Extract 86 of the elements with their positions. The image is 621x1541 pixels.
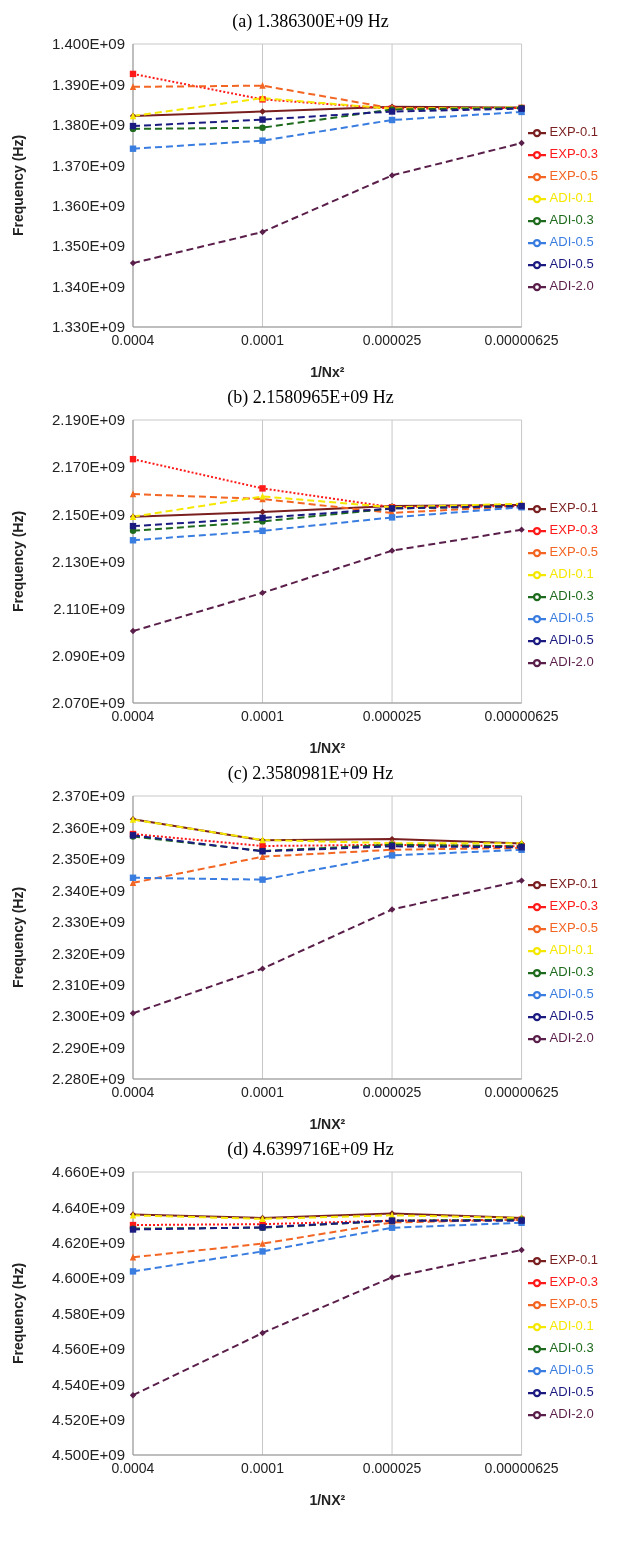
x-tick-label: 0.000025 <box>362 1083 422 1100</box>
y-tick-label: 1.350E+09 <box>52 237 125 255</box>
chart-title: (a) 1.386300E+09 Hz <box>231 10 390 33</box>
y-tick-label: 4.520E+09 <box>52 1410 125 1428</box>
y-tick-label: 1.360E+09 <box>52 197 125 215</box>
y-tick-label: 1.340E+09 <box>52 277 125 295</box>
legend-label: EXP-0.1 <box>549 500 598 515</box>
y-tick-label: 2.310E+09 <box>52 975 125 993</box>
x-axis-title: 1/NX² <box>309 1116 346 1132</box>
legend-label: ADI-0.1 <box>549 942 594 957</box>
y-tick-label: 1.370E+09 <box>52 156 125 174</box>
y-tick-label: 4.640E+09 <box>52 1198 125 1216</box>
legend-label: ADI-2.0 <box>549 654 594 669</box>
legend-label: ADI-0.5 <box>549 1384 594 1399</box>
y-axis-title: Frequency (Hz) <box>9 886 26 989</box>
y-tick-label: 1.390E+09 <box>52 75 125 93</box>
legend-label: EXP-0.5 <box>549 920 598 935</box>
legend-label: EXP-0.3 <box>549 146 598 161</box>
y-tick-label: 2.340E+09 <box>52 881 125 899</box>
legend-label: EXP-0.1 <box>549 124 598 139</box>
legend-label: EXP-0.5 <box>549 168 598 183</box>
legend-label: ADI-2.0 <box>549 1406 594 1421</box>
legend-label: EXP-0.3 <box>549 898 598 913</box>
x-tick-label: 0.000025 <box>362 1459 422 1476</box>
legend-label: ADI-0.5 <box>549 1008 594 1023</box>
y-tick-label: 2.350E+09 <box>52 850 125 868</box>
legend-label: ADI-0.5 <box>549 986 594 1001</box>
y-tick-label: 2.290E+09 <box>52 1038 125 1056</box>
y-axis-title: Frequency (Hz) <box>9 510 26 613</box>
legend-label: EXP-0.3 <box>549 1274 598 1289</box>
chart-title: (b) 2.1580965E+09 Hz <box>226 386 395 409</box>
legend-label: ADI-2.0 <box>549 278 594 293</box>
legend-label: ADI-0.5 <box>549 256 594 271</box>
y-tick-label: 2.170E+09 <box>52 458 125 476</box>
x-axis-title: 1/Nx² <box>310 364 345 380</box>
x-axis-title: 1/NX² <box>309 1492 346 1508</box>
legend-label: EXP-0.1 <box>549 876 598 891</box>
legend-label: ADI-0.5 <box>549 1362 594 1377</box>
y-tick-label: 1.380E+09 <box>52 116 125 134</box>
legend-label: ADI-0.1 <box>549 1318 594 1333</box>
x-tick-label: 0.000025 <box>362 707 422 724</box>
y-tick-label: 4.560E+09 <box>52 1340 125 1358</box>
x-tick-label: 0.00000625 <box>484 707 559 724</box>
x-axis-title: 1/NX² <box>309 740 346 756</box>
y-axis-title: Frequency (Hz) <box>9 134 26 237</box>
y-tick-label: 2.330E+09 <box>52 913 125 931</box>
legend-label: ADI-0.3 <box>549 1340 594 1355</box>
x-tick-label: 0.0001 <box>241 1459 285 1476</box>
legend-label: ADI-0.3 <box>549 588 594 603</box>
x-tick-label: 0.0001 <box>241 331 285 348</box>
y-axis-title: Frequency (Hz) <box>9 1262 26 1365</box>
legend-label: ADI-2.0 <box>549 1030 594 1045</box>
y-tick-label: 2.090E+09 <box>52 647 125 665</box>
y-tick-label: 2.360E+09 <box>52 818 125 836</box>
legend-label: EXP-0.5 <box>549 1296 598 1311</box>
y-tick-label: 2.110E+09 <box>53 599 125 617</box>
y-tick-label: 4.580E+09 <box>52 1304 125 1322</box>
y-tick-label: 4.620E+09 <box>52 1234 125 1252</box>
x-tick-label: 0.00000625 <box>484 1083 559 1100</box>
legend-label: ADI-0.5 <box>549 610 594 625</box>
y-tick-label: 2.150E+09 <box>52 505 125 523</box>
legend-label: ADI-0.1 <box>549 566 594 581</box>
legend-label: ADI-0.3 <box>549 212 594 227</box>
x-tick-label: 0.0001 <box>241 707 285 724</box>
y-tick-label: 2.300E+09 <box>52 1007 125 1025</box>
legend-label: ADI-0.3 <box>549 964 594 979</box>
legend-label: ADI-0.1 <box>549 190 594 205</box>
legend-label: EXP-0.3 <box>549 522 598 537</box>
legend-label: ADI-0.5 <box>549 632 594 647</box>
chart-title: (d) 4.6399716E+09 Hz <box>226 1138 395 1161</box>
y-tick-label: 1.400E+09 <box>52 35 125 53</box>
y-tick-label: 4.600E+09 <box>52 1269 125 1287</box>
x-tick-label: 0.000025 <box>362 331 422 348</box>
y-tick-label: 2.130E+09 <box>52 552 125 570</box>
x-tick-label: 0.0001 <box>241 1083 285 1100</box>
x-tick-label: 0.00000625 <box>484 331 559 348</box>
y-tick-label: 4.660E+09 <box>52 1163 125 1181</box>
y-tick-label: 2.370E+09 <box>52 787 125 805</box>
chart-title: (c) 2.3580981E+09 Hz <box>226 762 395 785</box>
y-tick-label: 2.190E+09 <box>52 411 125 429</box>
legend-label: EXP-0.1 <box>549 1252 598 1267</box>
y-tick-label: 2.320E+09 <box>52 944 125 962</box>
legend-label: EXP-0.5 <box>549 544 598 559</box>
legend-label: ADI-0.5 <box>549 234 594 249</box>
x-tick-label: 0.00000625 <box>484 1459 559 1476</box>
y-tick-label: 4.540E+09 <box>52 1375 125 1393</box>
